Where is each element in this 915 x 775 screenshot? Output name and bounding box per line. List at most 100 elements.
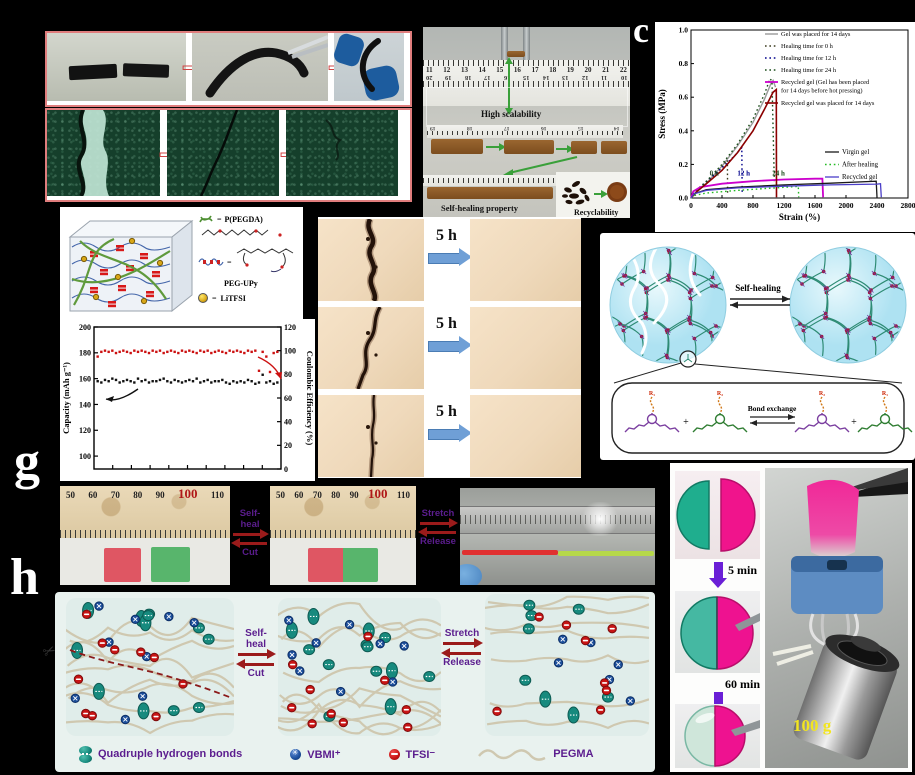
micro-crack-partial <box>167 110 279 196</box>
svg-text:After healing: After healing <box>842 162 879 169</box>
stretch-arrow-icon <box>420 518 458 528</box>
ruler-number: 110 <box>210 490 224 500</box>
equals-sign: = <box>212 293 217 303</box>
ruler-number: 16 <box>540 125 547 131</box>
ruler-number: 19 <box>445 74 452 81</box>
green-gel-square <box>151 547 190 582</box>
ruler-number: 16 <box>513 66 521 74</box>
svg-text:40: 40 <box>284 417 292 426</box>
selfheal-cut-arrows: Self-heal Cut <box>231 508 269 558</box>
blue-arrow-icon <box>428 336 472 354</box>
scissors-icon: ✂ <box>39 640 59 662</box>
healing-row: 5 h <box>318 394 581 478</box>
label-self-healing-property: Self-healing property <box>441 203 519 213</box>
photo-stretched-gel <box>460 488 655 585</box>
ruler-number: 22 <box>619 66 627 74</box>
panel-f: 5 h 5 h 5 h <box>318 217 581 478</box>
self-heal-arrow-icon <box>233 529 269 539</box>
ruler-mid: 19 18 17 16 15 14 <box>427 125 623 138</box>
label-60min: 60 min <box>725 677 761 691</box>
ruler-number: 100 <box>368 486 388 501</box>
network-graphic-stretched <box>483 595 650 730</box>
label-100g: 100 g <box>793 716 832 735</box>
legend-tfsi-label: TFSI⁻ <box>405 748 436 761</box>
pegupy-chain-icon <box>198 258 224 266</box>
red-gel-square <box>104 548 141 582</box>
svg-text:for 14 days before hot pressin: for 14 days before hot pressing) <box>781 88 862 95</box>
weight-lift-graphic <box>772 468 908 760</box>
svg-text:120: 120 <box>79 426 91 435</box>
glass-slab <box>426 87 628 127</box>
legend-tfsi: TFSI⁻ <box>388 748 436 761</box>
ruler-number: 18 <box>466 125 473 131</box>
micro-cracked-image <box>318 394 424 478</box>
svg-text:Recycled gel (Gel has been pla: Recycled gel (Gel has been placed <box>781 79 870 86</box>
svg-text:24 h: 24 h <box>772 169 785 177</box>
panel-label-h: h <box>10 549 39 606</box>
pegda-structure-graphic <box>201 229 282 237</box>
svg-text:2800: 2800 <box>901 201 915 210</box>
bent-gel-graphic <box>205 35 328 98</box>
svg-text:80: 80 <box>284 370 292 379</box>
ruler-number: 90 <box>155 490 165 500</box>
panel-d-legend: = P(PEGDA) = PEG-UPy <box>198 213 303 303</box>
cut-arrow-icon <box>236 659 274 669</box>
legend-pegma-label: PEGMA <box>553 748 594 760</box>
svg-text:60: 60 <box>284 394 292 403</box>
label-recyclability: Recyclability <box>574 208 619 217</box>
svg-text:Healing time for 24 h: Healing time for 24 h <box>781 67 837 74</box>
svg-text:120: 120 <box>284 323 296 332</box>
gel-strip-clamped <box>507 51 525 57</box>
svg-text:Healing time for 12 h: Healing time for 12 h <box>781 55 837 62</box>
light-glare <box>580 502 620 536</box>
ruler-number: 70 <box>312 490 322 500</box>
ruler-number: 80 <box>331 490 341 500</box>
label-pegupy: PEG-UPy <box>224 279 258 288</box>
release-arrow-icon <box>441 648 481 658</box>
ruler-number: 17 <box>503 125 510 131</box>
svg-text:0.6: 0.6 <box>679 93 689 102</box>
release-arrow-icon <box>418 527 456 537</box>
micro-cracked-image <box>318 305 424 391</box>
network-graphic-healed <box>273 601 442 736</box>
svg-text:0.8: 0.8 <box>679 59 689 68</box>
panel-label-c: c <box>633 10 649 50</box>
gel-healed-strip <box>427 187 553 199</box>
ruler-number: 15 <box>577 125 584 131</box>
clamp-rod-right <box>523 27 530 61</box>
svg-text:800: 800 <box>747 201 759 210</box>
pegda-coil-icon <box>199 215 213 223</box>
stress-strain-chart: 0 400 800 1200 1600 2000 2400 2800 0.0 0.2 0.4 0.6 0… <box>657 26 915 223</box>
ruler-number: 17 <box>484 74 491 81</box>
blue-object <box>460 564 482 585</box>
cycling-chart: 100 120 140 160 180 200 0 20 40 60 80 100 120 Capacit… <box>61 323 315 474</box>
ruler-number: 17 <box>531 66 539 74</box>
stress-strain-chart-panel: 0 400 800 1200 1600 2000 2400 2800 0.0 0.2 0.4 0.6 0… <box>655 22 915 232</box>
panel-h: ✂ Self-heal Cut Stretch Release Quadrupl… <box>40 592 655 772</box>
micro-healed-image <box>470 307 581 389</box>
down-arrow-icon <box>709 562 727 588</box>
stretch-release-arrows: Stretch Release <box>418 508 458 547</box>
svg-text:2400: 2400 <box>870 201 885 210</box>
green-gel-joined <box>343 548 378 582</box>
photo-healed-bent-gel <box>192 33 328 101</box>
photo-weight-lift: 100 g <box>765 468 908 768</box>
network-healed <box>273 598 442 736</box>
ruler-number: 10 <box>620 74 628 81</box>
gel-fully-healed-graphic <box>684 705 760 767</box>
ruler-number: 21 <box>602 66 610 74</box>
svg-text:100: 100 <box>284 346 296 355</box>
wood-ruler: 50 60 70 80 90 100 110 <box>60 486 230 538</box>
svg-text:R₂: R₂ <box>717 391 723 397</box>
legend-quad-hbonds: Quadruple hydrogen bonds <box>79 745 242 763</box>
ruler-number: 90 <box>349 490 359 500</box>
svg-text:0: 0 <box>284 465 288 474</box>
label-5h: 5 h <box>436 315 457 332</box>
bond-exchange-label: Bond exchange <box>748 404 797 413</box>
svg-text:+: + <box>683 417 689 428</box>
legend-vbmi: VBMI⁺ <box>290 748 341 761</box>
green-arrow-icon <box>556 145 574 153</box>
ruler-number: 11 <box>601 74 608 81</box>
ruler-number: 50 <box>66 490 75 500</box>
ruler-number: 14 <box>542 74 550 81</box>
